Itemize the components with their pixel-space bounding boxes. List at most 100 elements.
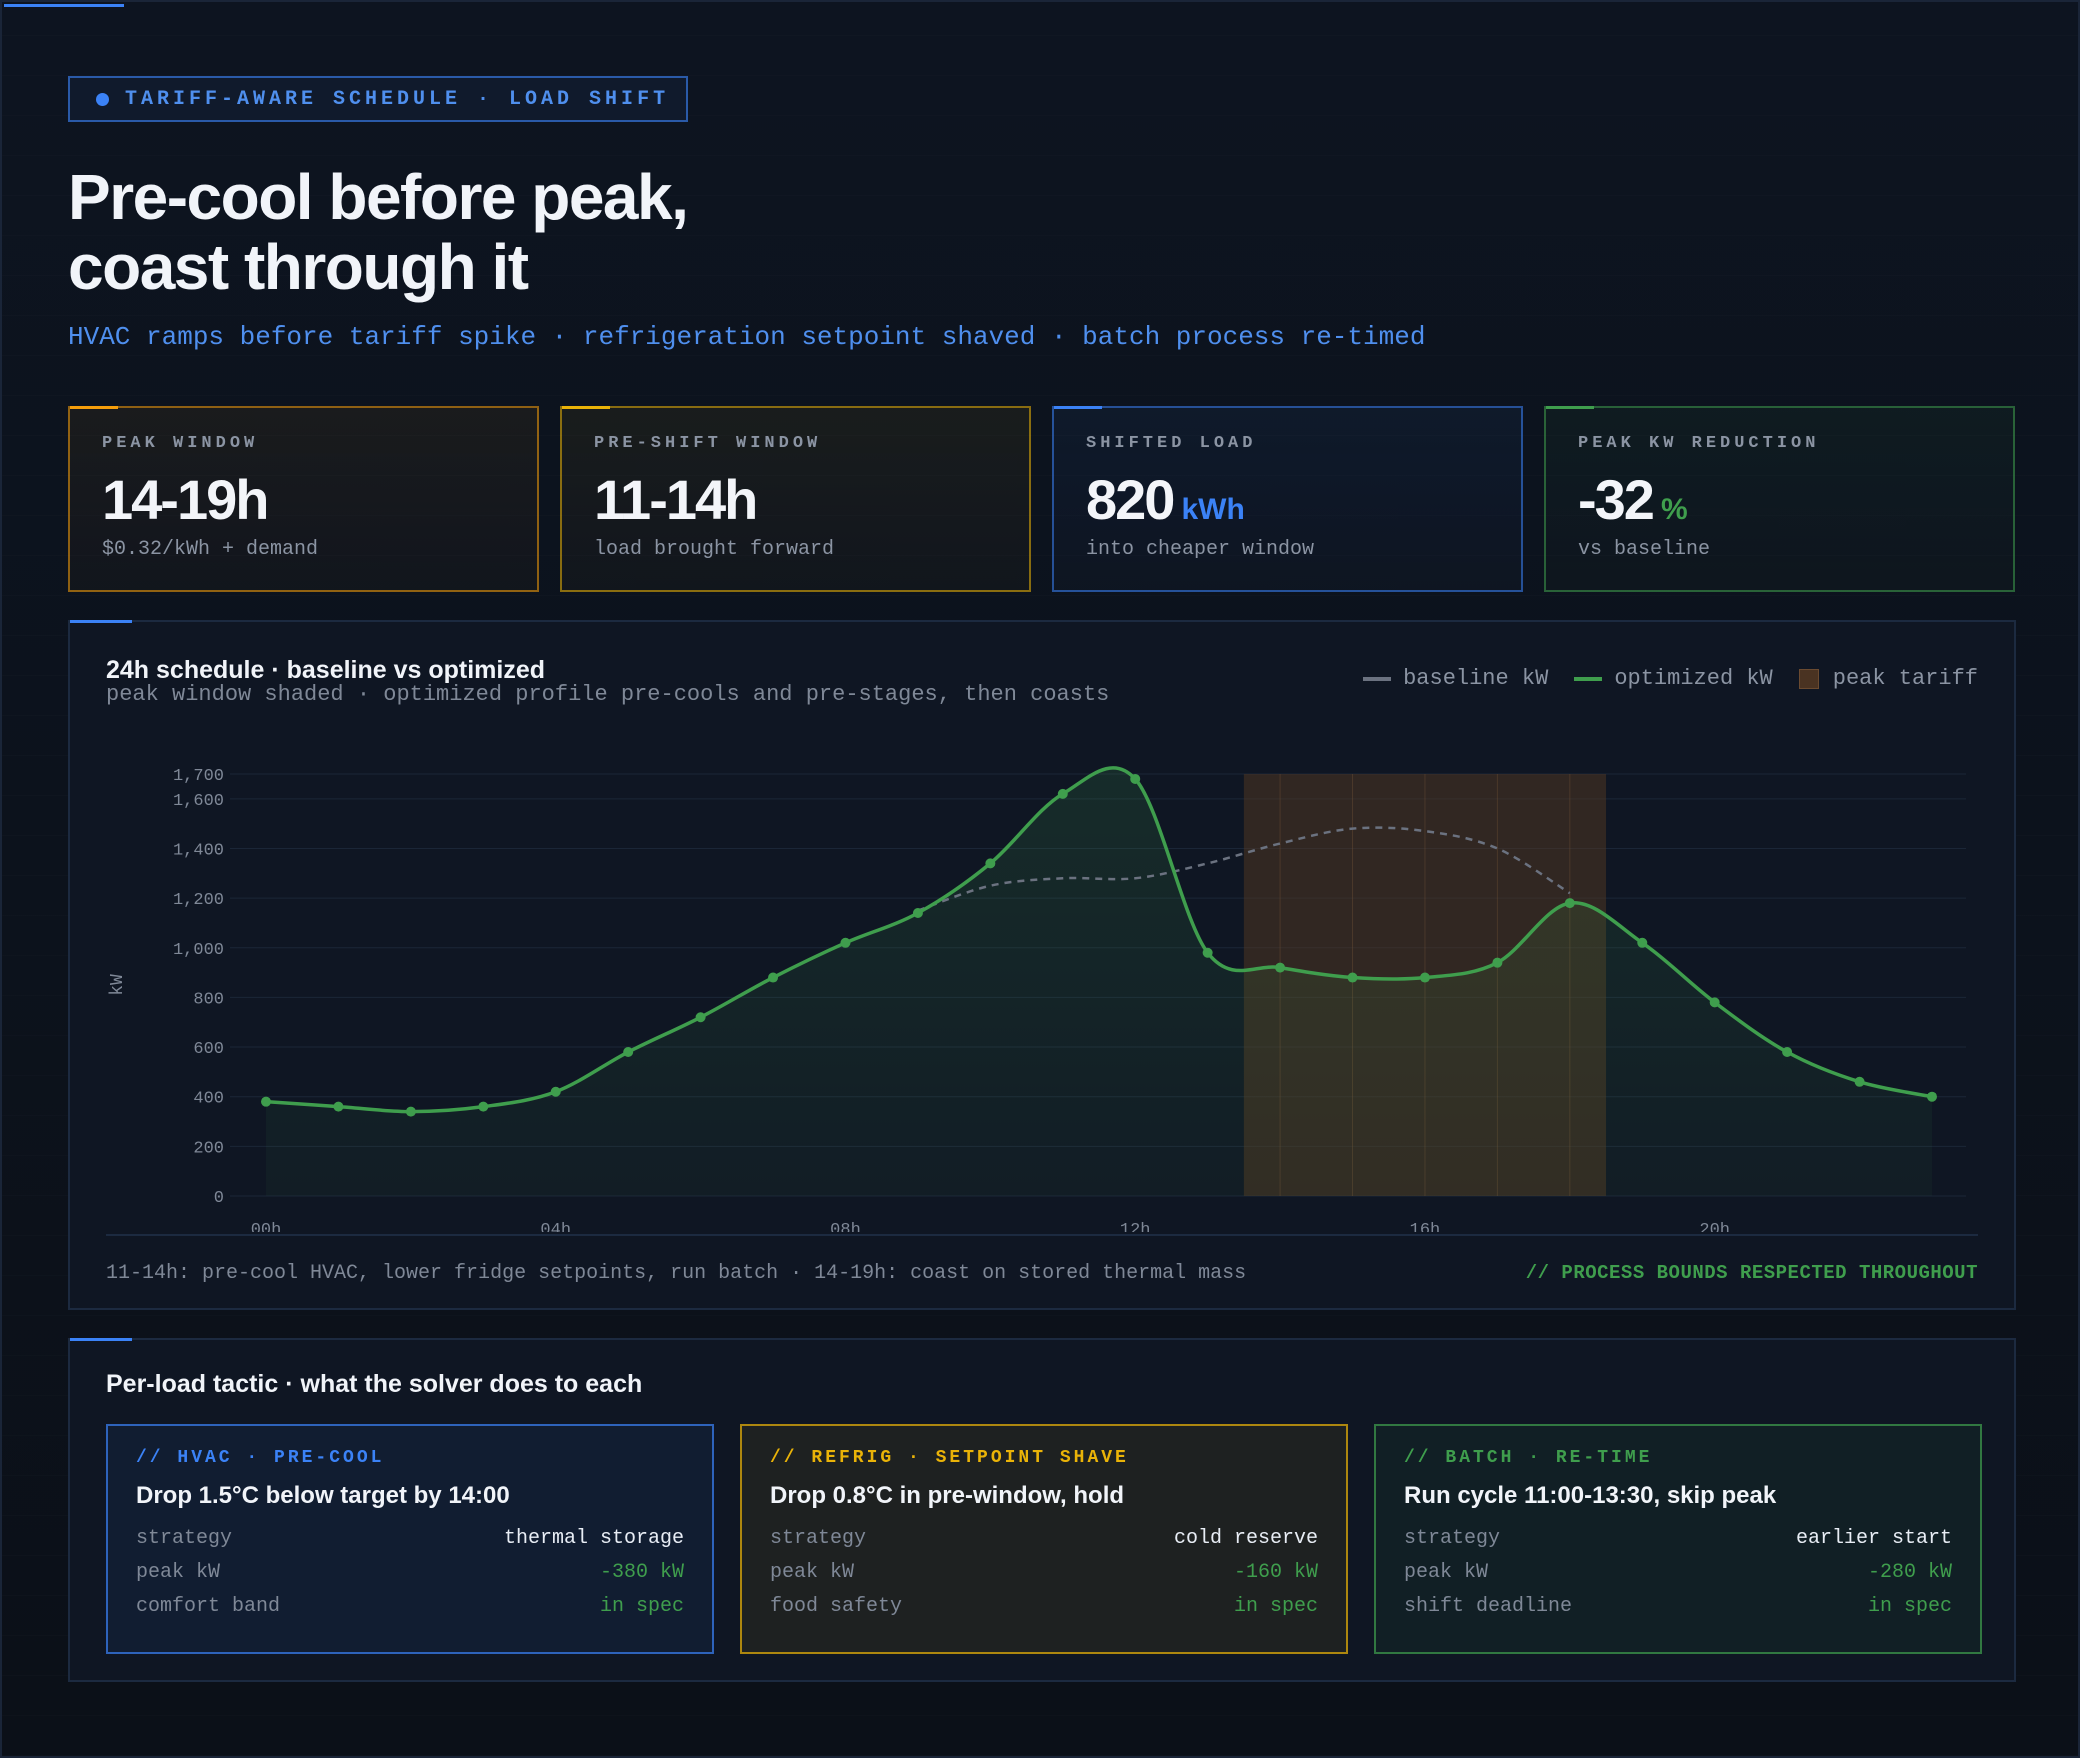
- tactic-row-value: cold reserve: [1173, 1527, 1318, 1550]
- tactic-row-key: food safety: [770, 1595, 903, 1618]
- tactic-headline: Drop 1.5°C below target by 14:00: [136, 1482, 510, 1509]
- optimized-point: [1709, 997, 1720, 1008]
- x-tick-label: 04h: [540, 1221, 571, 1232]
- tactic-row: peak kW -280 kW: [1404, 1556, 1952, 1590]
- top-accent-bar: [4, 4, 124, 7]
- tactic-row: shift deadline in spec: [1404, 1590, 1952, 1624]
- kpi-card-peak-reduction: PEAK KW REDUCTION -32% vs baseline: [1544, 406, 2015, 592]
- y-tick-label: 1,700: [173, 767, 224, 786]
- optimized-point: [1564, 898, 1575, 909]
- tactic-rows: strategy thermal storage peak kW -380 kW com…: [136, 1522, 684, 1624]
- tactic-row-key: peak kW: [770, 1561, 855, 1584]
- legend-baseline: baseline kW: [1363, 666, 1548, 691]
- page-title-line-2: coast through it: [68, 231, 529, 303]
- status-dot-icon: [96, 92, 109, 106]
- tactic-card: // REFRIG · SETPOINT SHAVE Drop 0.8°C in …: [740, 1424, 1348, 1654]
- optimized-point: [550, 1086, 561, 1097]
- tactic-card: // BATCH · RE-TIME Run cycle 11:00-13:30,…: [1374, 1424, 1982, 1654]
- tactic-row: strategy earlier start: [1404, 1522, 1952, 1556]
- tactic-row-value: thermal storage: [503, 1527, 684, 1550]
- tactic-rows: strategy cold reserve peak kW -160 kW food s…: [770, 1522, 1318, 1624]
- y-tick-label: 200: [193, 1139, 224, 1158]
- x-tick-label: 08h: [830, 1221, 861, 1232]
- tactic-row-key: peak kW: [1404, 1561, 1489, 1584]
- y-tick-label: 0: [214, 1189, 224, 1208]
- tactic-row: food safety in spec: [770, 1590, 1318, 1624]
- kpi-unit: kWh: [1181, 493, 1245, 526]
- schedule-chart-panel: 24h schedule · baseline vs optimized pea…: [68, 620, 2016, 1310]
- kpi-label: PEAK KW REDUCTION: [1578, 434, 1820, 453]
- x-tick-label: 20h: [1699, 1221, 1730, 1232]
- kpi-card-peak-window: PEAK WINDOW 14-19h $0.32/kWh + demand: [68, 406, 539, 592]
- tactic-row-value: -280 kW: [1867, 1561, 1952, 1584]
- chart-status-note: // PROCESS BOUNDS RESPECTED THROUGHOUT: [1525, 1262, 1978, 1284]
- optimized-point: [912, 908, 923, 919]
- chart-legend: baseline kW optimized kW peak tariff: [1337, 666, 1978, 691]
- chart-footnote: 11-14h: pre-cool HVAC, lower fridge setp…: [106, 1262, 1247, 1285]
- x-tick-label: 12h: [1120, 1221, 1151, 1232]
- baseline-line: [917, 826, 1571, 912]
- tactic-row-value: in spec: [1867, 1595, 1952, 1618]
- kpi-label: PRE-SHIFT WINDOW: [594, 434, 822, 453]
- panel-accent: [70, 620, 132, 623]
- legend-optimized: optimized kW: [1574, 666, 1773, 691]
- legend-label: optimized kW: [1614, 666, 1773, 691]
- tactic-rows: strategy earlier start peak kW -280 kW shift…: [1404, 1522, 1952, 1624]
- tactic-row-value: earlier start: [1795, 1527, 1952, 1550]
- optimized-point: [333, 1101, 344, 1112]
- page-subtitle: HVAC ramps before tariff spike · refrige…: [68, 322, 1426, 352]
- eyebrow-badge: TARIFF-AWARE SCHEDULE · LOAD SHIFT: [68, 76, 688, 122]
- legend-swatch: [1574, 676, 1603, 681]
- tactic-headline: Drop 0.8°C in pre-window, hold: [770, 1482, 1125, 1509]
- page-title: Pre-cool before peak, coast through it: [68, 162, 968, 302]
- tactic-tag: // REFRIG · SETPOINT SHAVE: [770, 1448, 1129, 1468]
- kpi-value: 820: [1086, 468, 1175, 531]
- tactics-title: Per-load tactic · what the solver does t…: [106, 1370, 643, 1398]
- tactic-row-value: -160 kW: [1233, 1561, 1318, 1584]
- kpi-accent: [70, 406, 118, 409]
- kpi-value: 11-14h: [594, 468, 758, 531]
- optimized-point: [478, 1101, 489, 1112]
- kpi-value: 14-19h: [102, 468, 269, 531]
- legend-swatch: [1363, 676, 1392, 681]
- tactic-tag: // HVAC · PRE-COOL: [136, 1448, 385, 1468]
- tactic-row-value: in spec: [599, 1595, 684, 1618]
- legend-peak-tariff: peak tariff: [1798, 666, 1978, 691]
- optimized-point: [623, 1047, 634, 1058]
- kpi-unit: %: [1660, 493, 1688, 526]
- tactic-row-value: in spec: [1233, 1595, 1318, 1618]
- optimized-point: [1130, 773, 1141, 784]
- tactic-tag: // BATCH · RE-TIME: [1404, 1448, 1653, 1468]
- optimized-point: [1419, 972, 1430, 983]
- kpi-note: vs baseline: [1578, 538, 1711, 561]
- kpi-accent: [1546, 406, 1594, 409]
- y-tick-label: 1,200: [173, 891, 224, 910]
- chart-divider: [106, 1234, 1978, 1236]
- chart-title: 24h schedule · baseline vs optimized: [106, 656, 546, 684]
- y-tick-label: 600: [193, 1040, 224, 1059]
- kpi-card-pre-shift-window: PRE-SHIFT WINDOW 11-14h load brought for…: [560, 406, 1031, 592]
- optimized-point: [1782, 1047, 1793, 1058]
- y-tick-label: 1,600: [173, 792, 224, 811]
- y-tick-label: 1,400: [173, 841, 224, 860]
- optimized-point: [405, 1106, 416, 1117]
- optimized-point: [768, 972, 779, 983]
- optimized-point: [695, 1012, 706, 1023]
- tactic-row-key: strategy: [770, 1527, 867, 1550]
- tactic-row-key: strategy: [1404, 1527, 1501, 1550]
- tactics-panel: Per-load tactic · what the solver does t…: [68, 1338, 2016, 1682]
- tactic-row-key: peak kW: [136, 1561, 221, 1584]
- y-tick-label: 400: [193, 1090, 224, 1109]
- kpi-note: into cheaper window: [1086, 538, 1315, 561]
- tactic-row: strategy thermal storage: [136, 1522, 684, 1556]
- optimized-point: [1927, 1091, 1937, 1102]
- x-tick-label: 00h: [251, 1221, 282, 1232]
- optimized-area: [266, 767, 1932, 1196]
- y-tick-label: 800: [193, 990, 224, 1009]
- kpi-label: SHIFTED LOAD: [1086, 434, 1257, 453]
- tactic-row: strategy cold reserve: [770, 1522, 1318, 1556]
- optimized-point: [1275, 962, 1286, 973]
- tactic-row: comfort band in spec: [136, 1590, 684, 1624]
- optimized-point: [1637, 937, 1648, 948]
